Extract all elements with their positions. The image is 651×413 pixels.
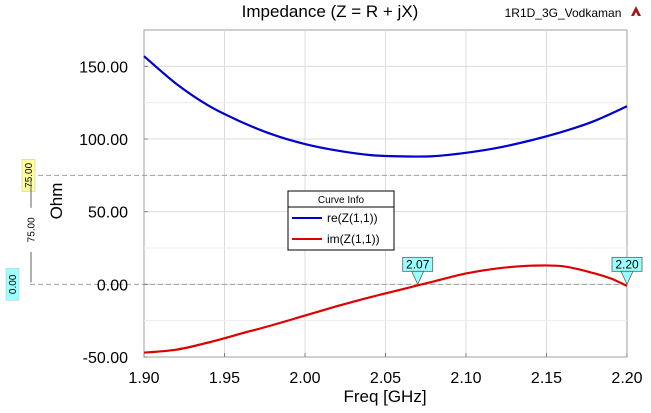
markers[interactable]: 2.07 2.20 [402, 256, 643, 286]
legend-box [287, 190, 395, 251]
series-line-re[interactable] [143, 55, 628, 158]
marker[interactable]: 2.07 [402, 256, 434, 286]
legend-title: Curve Info [318, 195, 365, 206]
y-tick-label: 100.00 [79, 132, 128, 149]
x-tick-label: 2.05 [370, 370, 401, 387]
x-tick-label: 1.95 [209, 370, 240, 387]
marker[interactable]: 2.20 [611, 256, 643, 286]
reference-value-box [5, 268, 20, 301]
x-tick-label: 1.90 [128, 370, 159, 387]
reference-value-label: 0.00 [8, 274, 19, 294]
x-axis-label: Freq [GHz] [343, 387, 426, 406]
y-axis-ticks: -50.00 0.00 50.00 100.00 150.00 [79, 59, 148, 367]
x-tick-label: 2.15 [531, 370, 562, 387]
legend-label-re: re(Z(1,1)) [327, 211, 378, 225]
chart-title: Impedance (Z = R + jX) [242, 2, 419, 21]
reference-span-label: 75.00 [27, 217, 38, 242]
y-axis-label: Ohm [47, 183, 66, 220]
marker-pointer-icon [620, 270, 634, 286]
y-tick-label: 50.00 [88, 205, 128, 222]
marker-label: 2.20 [615, 257, 639, 271]
reference-value-label: 75.00 [24, 162, 35, 187]
series-layer [143, 55, 628, 354]
x-tick-label: 2.00 [289, 370, 320, 387]
legend[interactable]: Curve Info re(Z(1,1)) im(Z(1,1)) [287, 190, 395, 251]
marker-label: 2.07 [406, 257, 430, 271]
legend-label-im: im(Z(1,1)) [327, 232, 380, 246]
y-tick-label: -50.00 [83, 350, 128, 367]
reference-value-box [21, 159, 36, 192]
y-tick-label: 150.00 [79, 59, 128, 76]
x-tick-label: 2.20 [611, 370, 642, 387]
y-tick-label: 0.00 [97, 277, 128, 294]
x-axis-ticks: 1.90 1.95 2.00 2.05 2.10 2.15 2.20 [128, 353, 643, 387]
reference-lines: 75.00 0.00 75.00 [5, 159, 627, 301]
ansys-logo-icon [631, 6, 641, 16]
series-line-im[interactable] [143, 264, 628, 354]
marker-pointer-icon [411, 270, 425, 286]
project-label: 1R1D_3G_Vodkaman [505, 6, 622, 20]
x-tick-label: 2.10 [450, 370, 481, 387]
